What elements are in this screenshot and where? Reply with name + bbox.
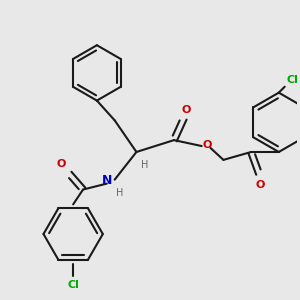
Text: N: N xyxy=(102,174,113,187)
Text: O: O xyxy=(57,159,66,169)
Text: Cl: Cl xyxy=(287,75,298,85)
Text: H: H xyxy=(141,160,149,170)
Text: H: H xyxy=(116,188,123,198)
Text: O: O xyxy=(203,140,212,150)
Text: Cl: Cl xyxy=(67,280,79,290)
Text: O: O xyxy=(181,105,190,116)
Text: O: O xyxy=(255,180,265,190)
